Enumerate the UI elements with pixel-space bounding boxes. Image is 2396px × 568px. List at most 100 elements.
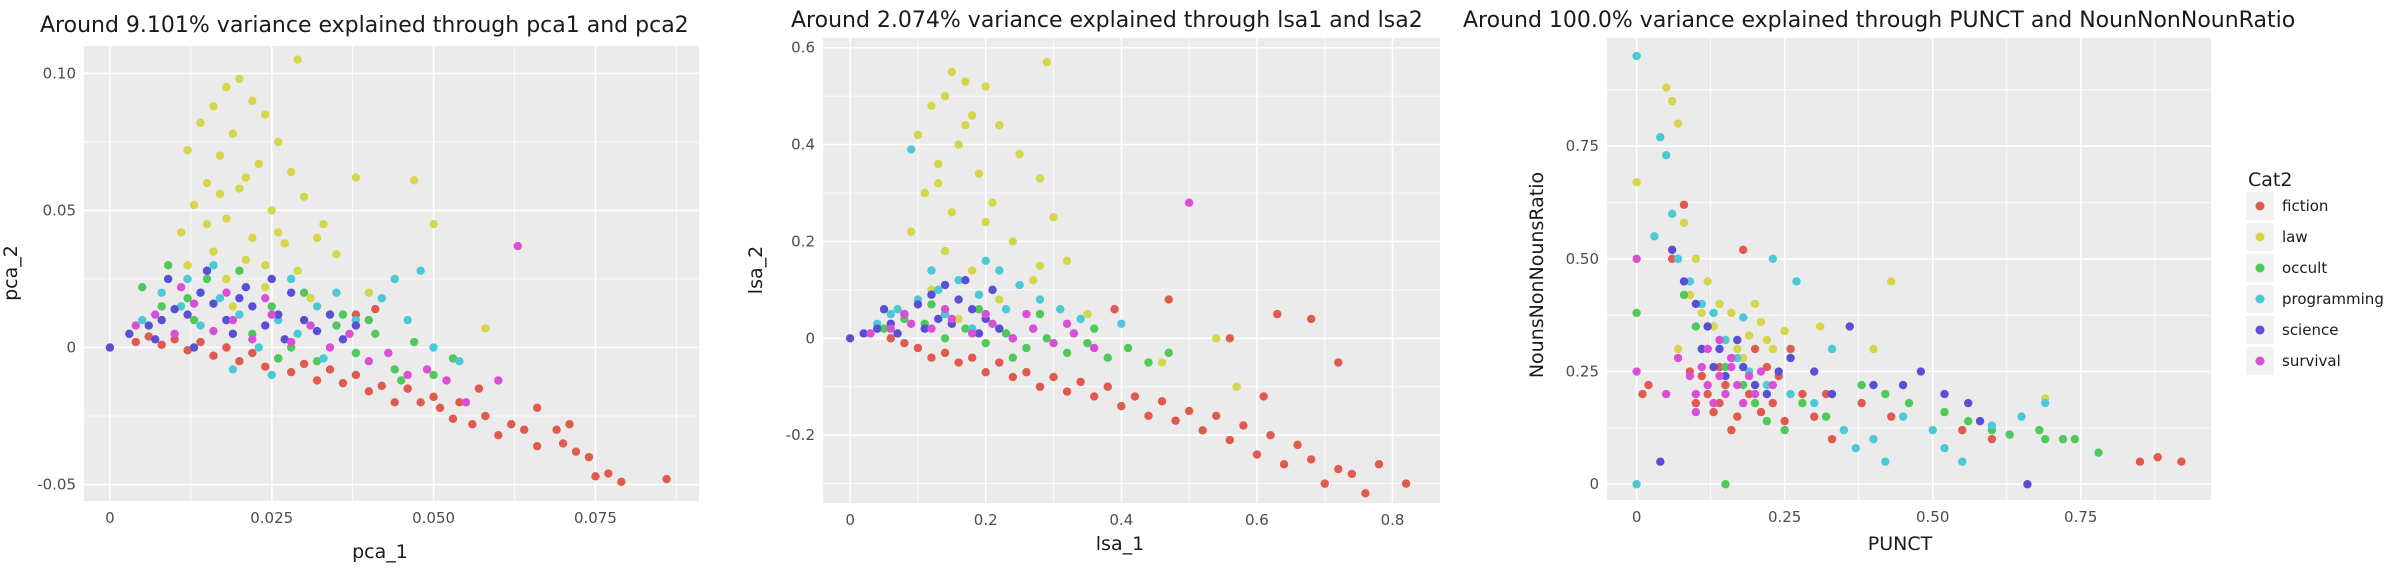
point-programming — [1650, 232, 1659, 241]
point-science — [974, 329, 984, 338]
point-fiction — [494, 431, 503, 440]
point-law — [934, 159, 943, 169]
point-law — [299, 192, 309, 201]
point-law — [961, 77, 970, 86]
punct-plot-grid — [1607, 38, 2211, 500]
point-science — [325, 310, 335, 319]
point-occult — [1062, 348, 1072, 358]
pca-plot-title: Around 9.101% variance explained through… — [40, 13, 689, 38]
point-survival — [1756, 367, 1766, 376]
point-fiction — [1827, 434, 1837, 444]
point-fiction — [144, 332, 153, 341]
point-fiction — [286, 367, 296, 377]
point-programming — [1898, 412, 1908, 421]
punct-plot-y-ticks: 0 0.25 0.50 0.75 — [1566, 137, 1599, 493]
point-programming — [1958, 457, 1967, 466]
y-axis-title: lsa_2 — [745, 246, 767, 294]
point-survival — [261, 293, 270, 303]
point-survival — [1028, 324, 1038, 333]
point-occult — [163, 261, 173, 270]
point-programming — [312, 302, 322, 311]
point-survival — [981, 309, 990, 319]
lsa-plot-y-ticks: -0.2 0 0.2 0.4 0.6 — [786, 39, 815, 445]
x-axis-title: lsa_1 — [1096, 533, 1144, 555]
point-survival — [228, 315, 238, 325]
point-occult — [1738, 380, 1748, 390]
point-fiction — [967, 353, 977, 362]
point-law — [1679, 218, 1689, 227]
point-science — [157, 315, 166, 325]
point-fiction — [1667, 254, 1677, 264]
point-occult — [2005, 430, 2014, 439]
point-survival — [325, 343, 335, 352]
point-science — [209, 299, 218, 308]
point-fiction — [1401, 479, 1411, 488]
legend-entry-programming: programming — [2246, 285, 2384, 313]
point-occult — [1022, 343, 1031, 353]
point-occult — [202, 274, 212, 284]
point-law — [209, 247, 218, 256]
x-tick-label: 0.50 — [1916, 508, 1949, 526]
point-fiction — [1334, 358, 1343, 367]
point-programming — [332, 288, 341, 297]
point-fiction — [1306, 314, 1316, 324]
point-survival — [267, 310, 276, 319]
point-science — [961, 275, 970, 285]
point-occult — [2040, 434, 2050, 444]
point-fiction — [1644, 380, 1653, 390]
point-law — [961, 120, 970, 130]
x-tick-label: 0.75 — [2064, 508, 2097, 526]
point-occult — [1721, 362, 1730, 372]
point-law — [1691, 254, 1701, 264]
point-law — [1715, 299, 1724, 309]
x-tick-label: 0.6 — [1245, 511, 1269, 529]
y-tick-label: 0.05 — [43, 201, 76, 219]
point-law — [261, 110, 270, 119]
point-law — [215, 189, 225, 199]
point-programming — [1697, 299, 1706, 309]
point-occult — [235, 266, 244, 275]
point-science — [1975, 416, 1985, 426]
point-law — [222, 214, 231, 223]
x-tick-label: 0.4 — [1109, 511, 1133, 529]
point-occult — [1750, 398, 1760, 408]
point-fiction — [584, 452, 594, 462]
point-fiction — [1022, 368, 1031, 377]
y-tick-label: 0 — [1589, 475, 1599, 493]
point-fiction — [1293, 440, 1302, 450]
point-fiction — [1252, 450, 1262, 459]
legend-key-dot — [2255, 294, 2265, 304]
point-law — [981, 82, 990, 91]
point-science — [879, 305, 889, 314]
point-survival — [494, 376, 503, 385]
point-occult — [1164, 348, 1173, 358]
point-fiction — [364, 387, 374, 396]
point-programming — [377, 293, 386, 303]
point-fiction — [1887, 412, 1896, 421]
y-tick-label: 0.4 — [791, 136, 815, 154]
point-occult — [332, 321, 341, 330]
point-fiction — [1709, 407, 1718, 417]
punct-plot-title: Around 100.0% variance explained through… — [1463, 8, 2295, 33]
point-occult — [1721, 480, 1730, 489]
point-programming — [319, 354, 328, 363]
punct-plot-points — [1632, 51, 2186, 489]
point-science — [274, 310, 283, 319]
point-fiction — [1164, 295, 1173, 304]
point-fiction — [371, 304, 380, 314]
legend-label: programming — [2282, 290, 2384, 308]
point-law — [1035, 261, 1045, 270]
point-science — [995, 324, 1004, 333]
point-fiction — [1361, 489, 1370, 498]
point-programming — [954, 275, 963, 285]
point-occult — [397, 376, 406, 385]
point-law — [241, 255, 251, 264]
point-law — [940, 246, 950, 256]
point-science — [1679, 277, 1689, 286]
point-fiction — [1306, 455, 1316, 464]
point-science — [1845, 322, 1854, 331]
point-law — [940, 91, 950, 101]
point-fiction — [927, 353, 936, 362]
point-fiction — [1715, 398, 1724, 408]
point-occult — [1042, 334, 1051, 343]
